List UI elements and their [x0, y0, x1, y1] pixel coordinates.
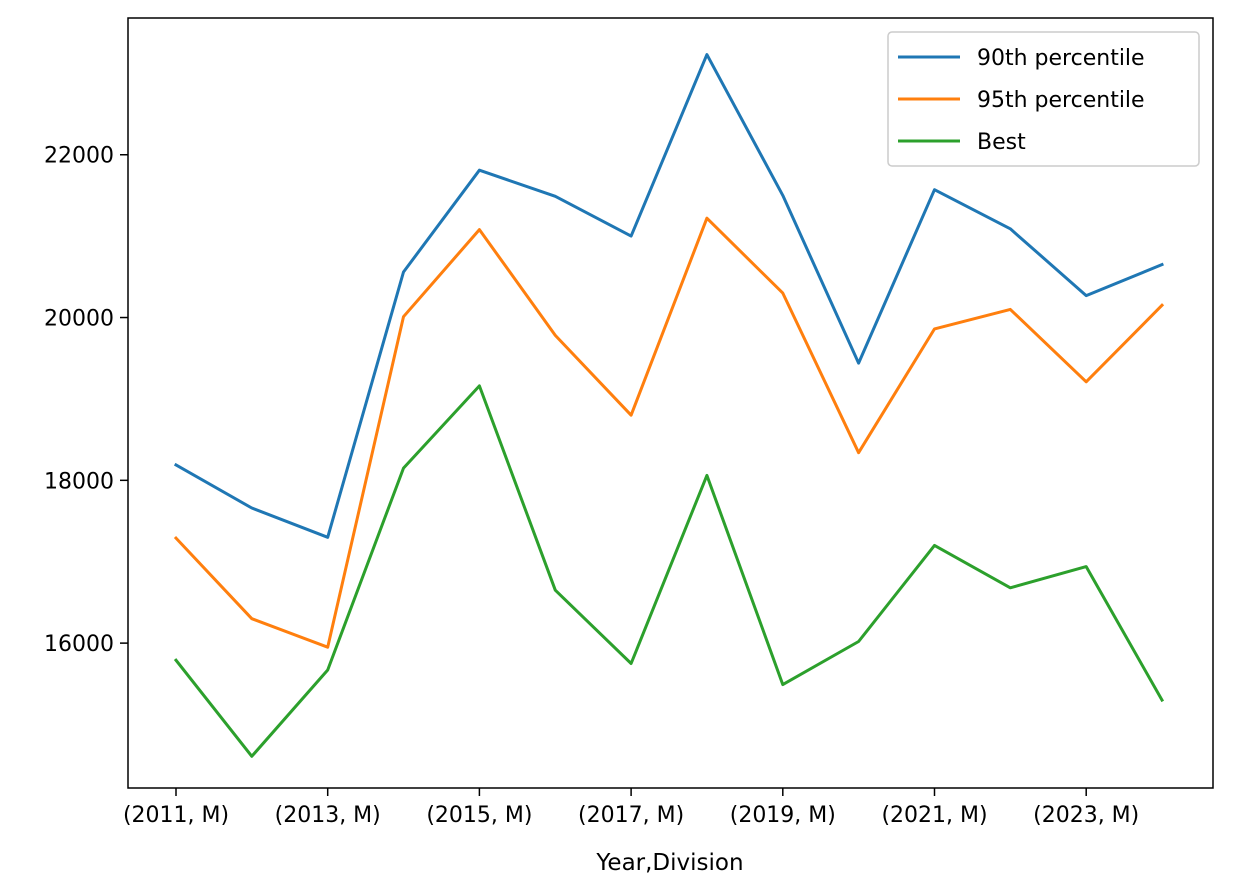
y-tick-label: 22000 [44, 144, 114, 169]
legend-label-0: 90th percentile [977, 46, 1145, 71]
x-tick-label: (2017, M) [578, 803, 684, 828]
x-tick-label: (2015, M) [426, 803, 532, 828]
x-axis: (2011, M) (2013, M) (2015, M) (2017, M) (201… [123, 788, 1139, 828]
legend-label-2: Best [977, 130, 1026, 155]
x-tick-label: (2019, M) [730, 803, 836, 828]
series-line-1 [173, 216, 1165, 649]
y-tick-label: 20000 [44, 307, 114, 332]
legend-box [887, 31, 1200, 167]
y-axis: 16000 18000 20000 22000 [44, 144, 128, 657]
series-line-0 [173, 53, 1164, 539]
x-tick-label: (2021, M) [881, 803, 987, 828]
plot-frame [127, 17, 1214, 789]
series-layer [173, 53, 1165, 758]
x-axis-title: Year,Division [595, 850, 743, 876]
x-tick-label: (2011, M) [123, 803, 229, 828]
x-tick-label: (2013, M) [275, 803, 381, 828]
series-line-2 [173, 384, 1165, 758]
y-tick-label: 16000 [44, 632, 114, 657]
legend-label-1: 95th percentile [977, 88, 1145, 113]
x-tick-label: (2023, M) [1033, 803, 1139, 828]
legend: 90th percentile 95th percentile Best [887, 31, 1200, 167]
y-tick-label: 18000 [44, 469, 114, 494]
